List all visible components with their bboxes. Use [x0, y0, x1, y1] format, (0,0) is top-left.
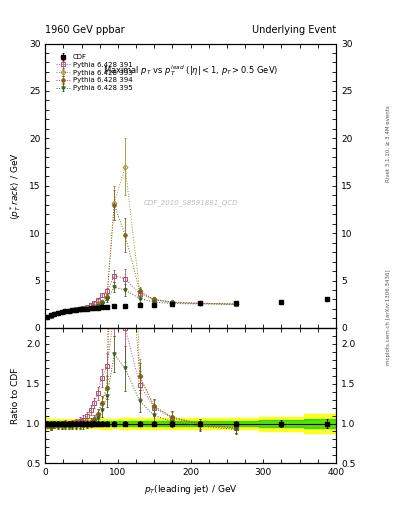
Y-axis label: $\langle p^*_T rack \rangle$ / GeV: $\langle p^*_T rack \rangle$ / GeV: [8, 152, 23, 220]
Text: 1960 GeV ppbar: 1960 GeV ppbar: [45, 25, 125, 35]
Text: Rivet 3.1.10, ≥ 3.4M events: Rivet 3.1.10, ≥ 3.4M events: [386, 105, 391, 182]
Text: mcplots.cern.ch [arXiv:1306.3436]: mcplots.cern.ch [arXiv:1306.3436]: [386, 270, 391, 365]
Y-axis label: Ratio to CDF: Ratio to CDF: [11, 368, 20, 424]
Text: CDF_2010_S8591881_QCD: CDF_2010_S8591881_QCD: [143, 199, 238, 206]
X-axis label: $p_T$(leading jet) / GeV: $p_T$(leading jet) / GeV: [144, 483, 237, 496]
Legend: CDF, Pythia 6.428 391, Pythia 6.428 393, Pythia 6.428 394, Pythia 6.428 395: CDF, Pythia 6.428 391, Pythia 6.428 393,…: [55, 53, 134, 92]
Text: Maximal $p_T$ vs $p_T^{lead}$ ($|\eta| < 1$, $p_T > 0.5$ GeV): Maximal $p_T$ vs $p_T^{lead}$ ($|\eta| <…: [103, 63, 278, 78]
Text: Underlying Event: Underlying Event: [252, 25, 336, 35]
